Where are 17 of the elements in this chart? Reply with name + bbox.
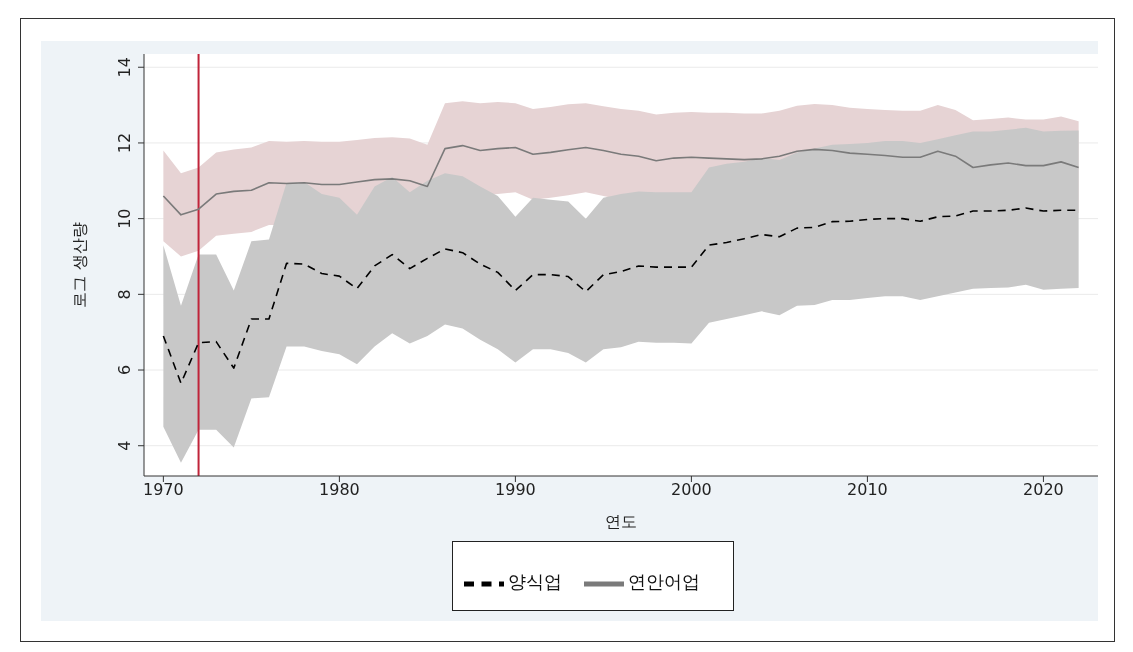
line-series xyxy=(162,144,1080,216)
x-tick-label: 2000 xyxy=(671,480,712,500)
x-axis-title: 연도 xyxy=(605,512,637,531)
y-tick-label: 6 xyxy=(115,364,134,376)
x-tick-label: 1970 xyxy=(143,480,184,500)
y-tick-label: 14 xyxy=(115,57,134,78)
legend-label: 연안어업 xyxy=(628,570,700,592)
y-axis-title: 로그 생산량 xyxy=(69,222,89,308)
y-tick-label: 8 xyxy=(115,289,134,300)
y-tick-label: 12 xyxy=(115,132,134,154)
y-tick-label: 4 xyxy=(115,440,134,451)
y-tick-label: 10 xyxy=(115,208,134,229)
x-tick-label: 1980 xyxy=(319,480,360,500)
x-tick-label: 1990 xyxy=(495,480,536,500)
x-tick-label: 2020 xyxy=(1023,480,1064,500)
legend-label: 양식업 xyxy=(508,570,562,592)
x-tick-label: 2010 xyxy=(847,480,888,500)
